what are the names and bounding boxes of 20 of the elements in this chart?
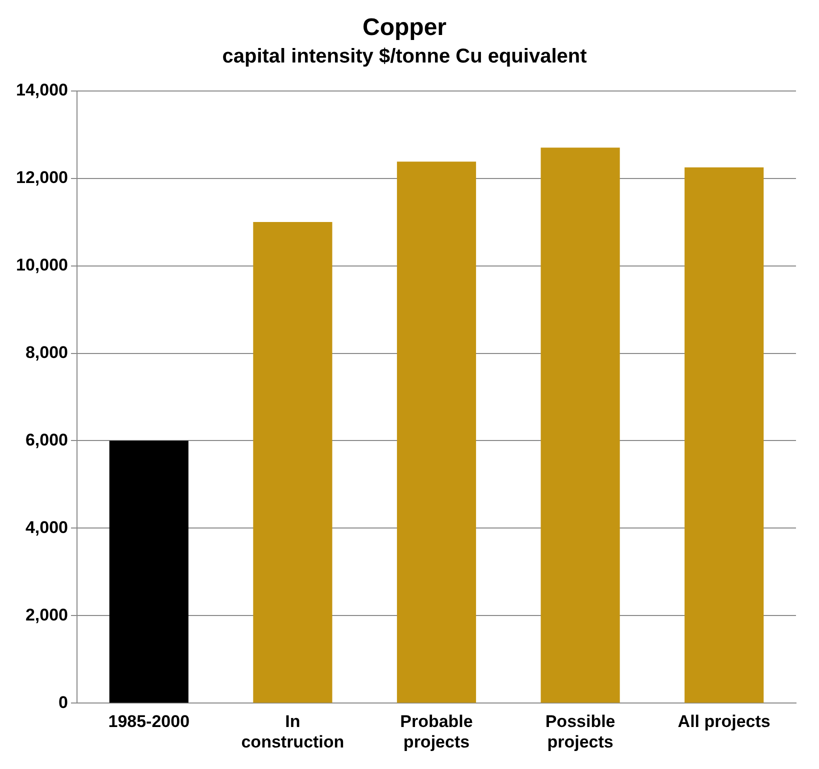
y-tick-label: 4,000 bbox=[25, 518, 68, 537]
x-tick-label: In construction bbox=[241, 712, 344, 752]
x-tick-label: Possible projects bbox=[545, 712, 616, 752]
x-tick-label: 1985-2000 bbox=[108, 712, 190, 732]
bar bbox=[684, 167, 764, 703]
bar bbox=[109, 440, 188, 703]
bar bbox=[540, 148, 620, 703]
bar bbox=[396, 162, 476, 703]
chart-subtitle: capital intensity $/tonne Cu equivalent bbox=[222, 45, 588, 68]
chart-title: Copper bbox=[362, 14, 446, 42]
bar bbox=[253, 222, 332, 703]
y-tick-label: 6,000 bbox=[25, 430, 68, 450]
y-tick-label: 12,000 bbox=[16, 168, 68, 187]
y-tick-label: 8,000 bbox=[25, 342, 68, 362]
x-tick-label: Probable projects bbox=[400, 712, 473, 752]
y-tick-label: 0 bbox=[58, 692, 68, 712]
x-tick-label: All projects bbox=[678, 712, 770, 732]
y-tick-label: 2,000 bbox=[25, 605, 68, 624]
y-tick-label: 10,000 bbox=[16, 255, 68, 274]
y-tick-label: 14,000 bbox=[16, 80, 68, 100]
